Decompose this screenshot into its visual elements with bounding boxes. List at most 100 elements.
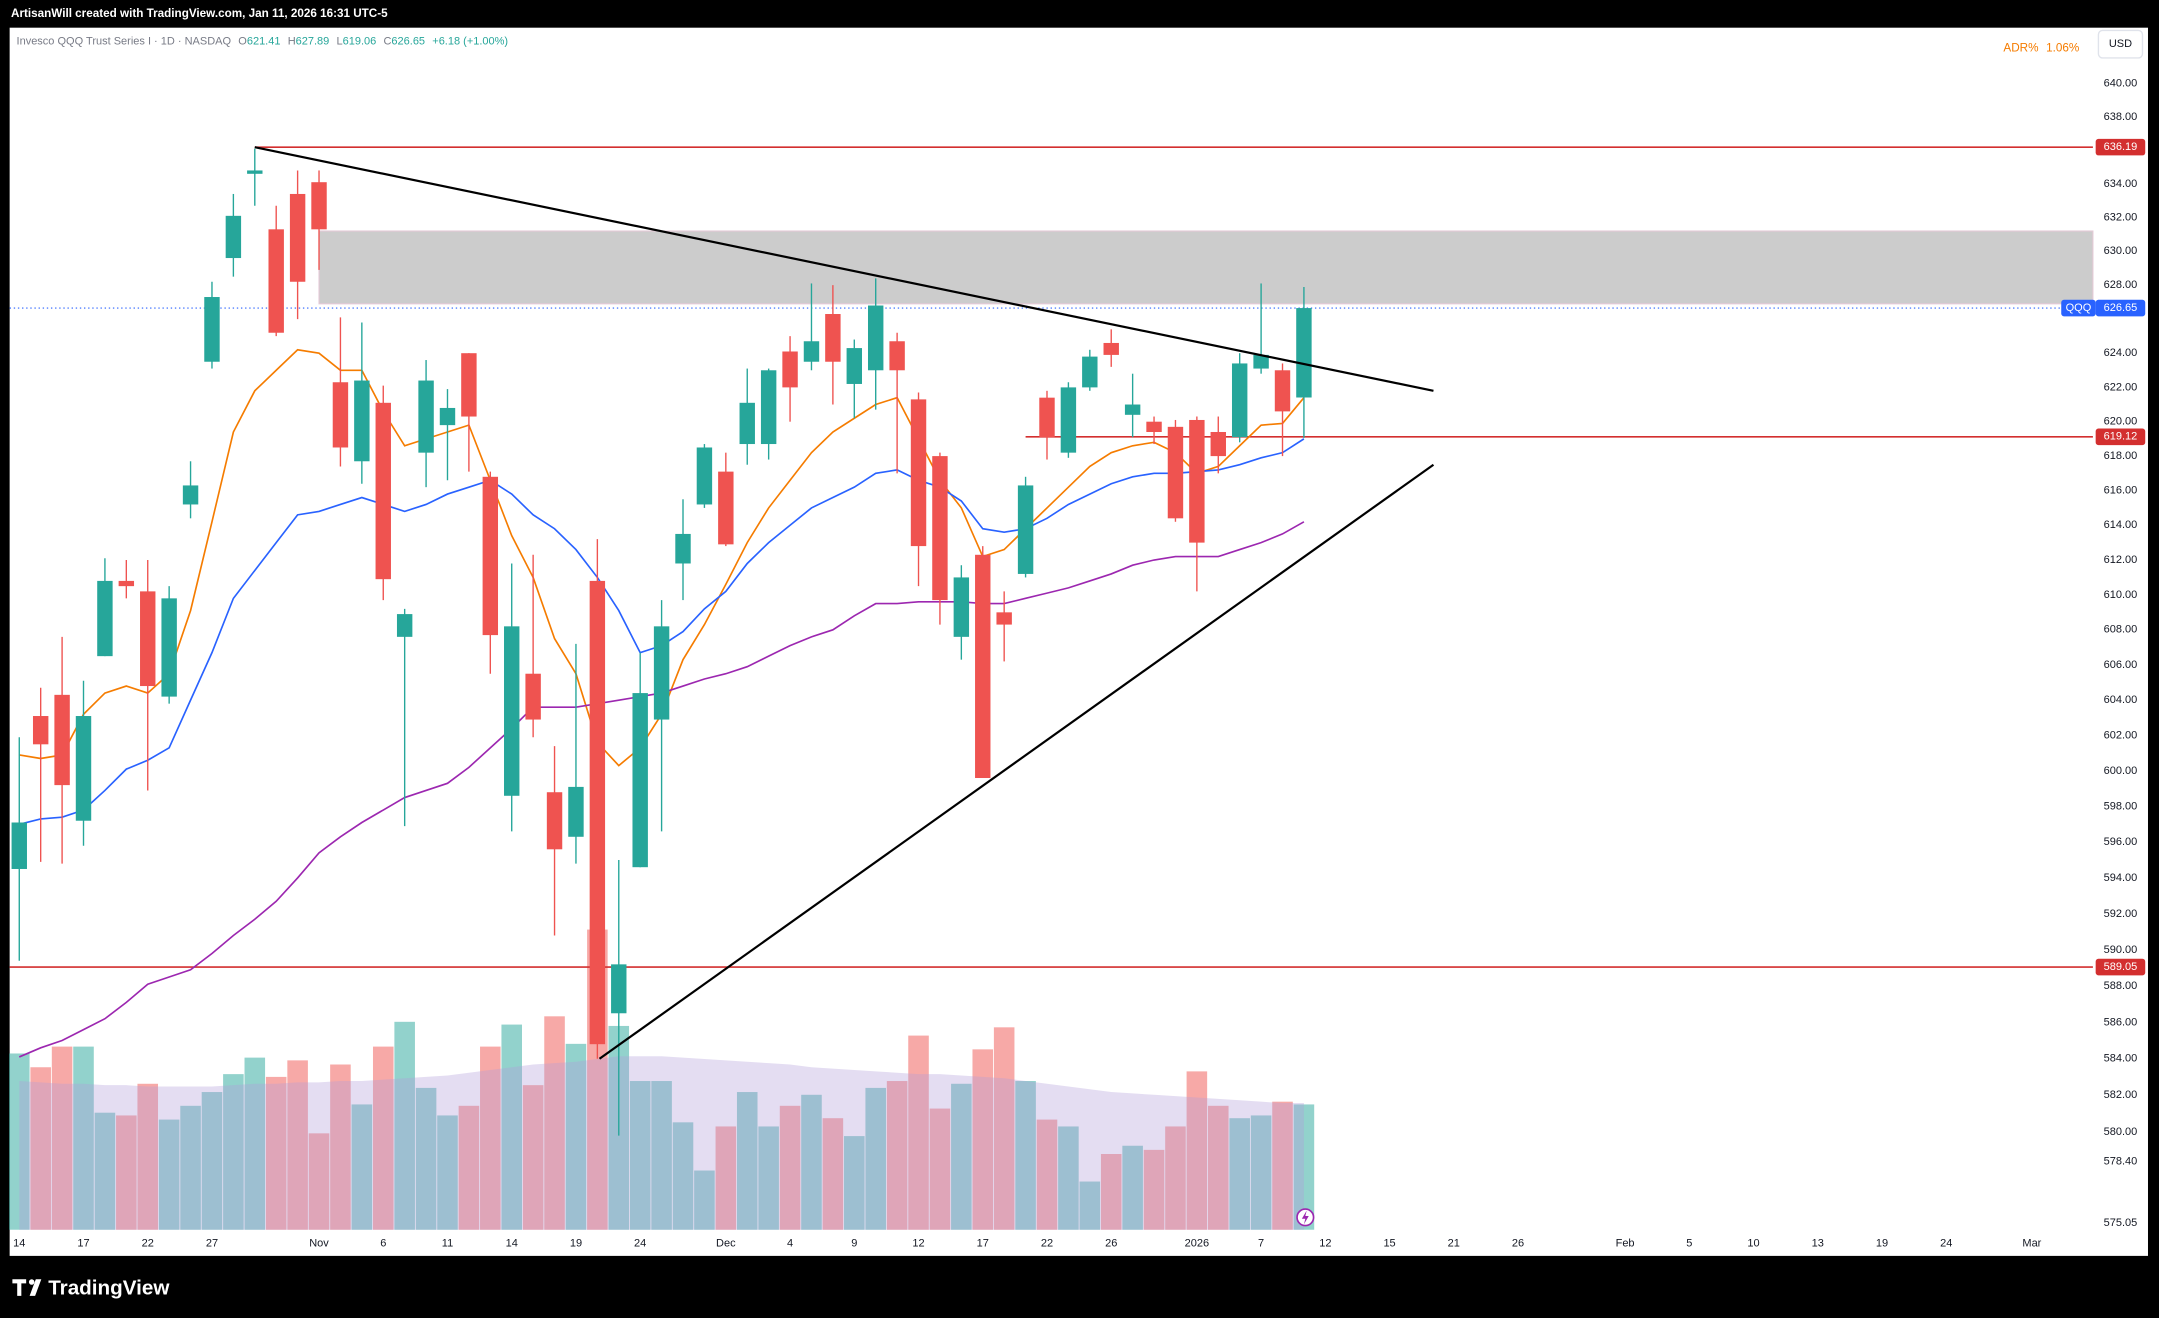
volume-bar xyxy=(94,1112,116,1230)
candle-body xyxy=(932,456,948,601)
candle-body xyxy=(289,193,306,282)
volume-bar xyxy=(415,1087,437,1230)
volume-bar xyxy=(1293,1104,1315,1230)
volume-bar xyxy=(865,1087,886,1230)
volume-bar xyxy=(1186,1071,1208,1230)
candle-body xyxy=(996,612,1012,625)
volume-bar xyxy=(51,1046,73,1230)
volume-bar xyxy=(8,1053,30,1230)
candle-body xyxy=(482,476,499,636)
y-tick-label: 588.00 xyxy=(2104,980,2138,992)
x-tick-label: Feb xyxy=(1616,1237,1635,1249)
adr-value: 1.06% xyxy=(2046,41,2079,54)
y-tick-label: 616.00 xyxy=(2104,485,2138,497)
ohlc-value: 621.41 xyxy=(247,35,281,47)
candle-body xyxy=(11,822,27,869)
volume-bar xyxy=(201,1092,223,1230)
volume-bar xyxy=(158,1119,180,1230)
candle-body xyxy=(953,577,970,637)
y-tick-label: 600.00 xyxy=(2104,765,2138,777)
x-tick-label: 17 xyxy=(977,1237,989,1249)
volume-bar xyxy=(394,1021,415,1230)
y-tick-label: 612.00 xyxy=(2104,554,2138,566)
volume-bar xyxy=(908,1035,929,1230)
x-tick-label: Mar xyxy=(2022,1237,2041,1249)
candle-body xyxy=(975,554,991,779)
candle-body xyxy=(247,170,263,174)
volume-bar xyxy=(1079,1181,1101,1230)
x-tick-label: 4 xyxy=(787,1237,793,1249)
x-tick-label: 26 xyxy=(1105,1237,1117,1249)
volume-bar xyxy=(565,1043,587,1230)
volume-bar xyxy=(1036,1119,1058,1230)
volume-bar xyxy=(544,1016,565,1230)
x-tick-label: 11 xyxy=(442,1237,453,1249)
volume-bar xyxy=(1250,1115,1272,1230)
volume-bar xyxy=(758,1126,779,1230)
logo-mark xyxy=(28,1279,35,1285)
volume-bar xyxy=(223,1074,244,1230)
candle-body xyxy=(1082,356,1098,388)
candle-body xyxy=(332,382,349,448)
y-tick-label: 575.05 xyxy=(2104,1217,2138,1229)
candle-body xyxy=(632,693,648,868)
y-tick-label: 640.00 xyxy=(2104,77,2138,89)
legend-title: Invesco QQQ Trust Series I · 1D · NASDAQ xyxy=(17,35,232,47)
x-tick-label: 5 xyxy=(1686,1237,1692,1249)
candle-body xyxy=(1124,404,1141,415)
candle-body xyxy=(889,341,905,371)
y-tick-label: 632.00 xyxy=(2104,211,2138,223)
candle-body xyxy=(54,694,70,786)
volume-bar xyxy=(1229,1118,1250,1230)
x-tick-label: 19 xyxy=(570,1237,582,1249)
y-tick-label: 630.00 xyxy=(2104,245,2138,257)
volume-ma-area xyxy=(19,1056,1304,1230)
currency-box[interactable] xyxy=(2097,29,2144,59)
candle-body xyxy=(418,380,434,453)
y-tick-label: 592.00 xyxy=(2104,908,2138,920)
candle-body xyxy=(846,348,863,384)
candle-body xyxy=(653,626,670,720)
x-tick-label: 14 xyxy=(506,1237,518,1249)
candle-body xyxy=(525,673,541,720)
candle-body xyxy=(568,786,584,837)
y-tick-label: 610.00 xyxy=(2104,589,2138,601)
currency[interactable]: USD xyxy=(2109,38,2132,50)
x-tick-label: 12 xyxy=(912,1237,924,1249)
volume-bar xyxy=(351,1104,373,1230)
x-tick-label: Dec xyxy=(716,1237,736,1249)
volume-bar xyxy=(1058,1126,1079,1230)
candle-body xyxy=(268,229,284,333)
volume-bar xyxy=(972,1049,994,1230)
volume-bar xyxy=(1143,1149,1165,1230)
adr-label: ADR% xyxy=(2003,41,2038,54)
candle-body xyxy=(204,297,220,362)
candle-body xyxy=(739,402,755,445)
volume-bar xyxy=(929,1108,951,1230)
candle-body xyxy=(97,580,113,657)
volume-bar xyxy=(501,1024,522,1230)
volume-bar xyxy=(779,1105,801,1230)
ohlc-value: 627.89 xyxy=(296,35,330,47)
candle-body xyxy=(546,792,563,850)
x-tick-label: 26 xyxy=(1512,1237,1524,1249)
volume-bar xyxy=(801,1094,822,1230)
volume-bar xyxy=(993,1027,1015,1230)
candle-body xyxy=(396,614,413,637)
brand: TradingView xyxy=(48,1276,170,1299)
trendline xyxy=(254,146,1434,392)
y-tick-label: 614.00 xyxy=(2104,519,2138,531)
candle-body xyxy=(1039,397,1055,438)
credit: ArtisanWill created with TradingView.com… xyxy=(11,7,388,20)
volume-bar xyxy=(1165,1126,1186,1230)
x-tick-label: 2026 xyxy=(1185,1237,1209,1249)
candle-body xyxy=(504,626,520,796)
ohlc-key: H xyxy=(288,35,296,47)
candle-body xyxy=(439,407,456,426)
y-tick-label: 620.00 xyxy=(2104,416,2138,428)
x-tick-label: 21 xyxy=(1448,1237,1460,1249)
logo-mark xyxy=(12,1279,27,1296)
candle-body xyxy=(867,305,884,371)
